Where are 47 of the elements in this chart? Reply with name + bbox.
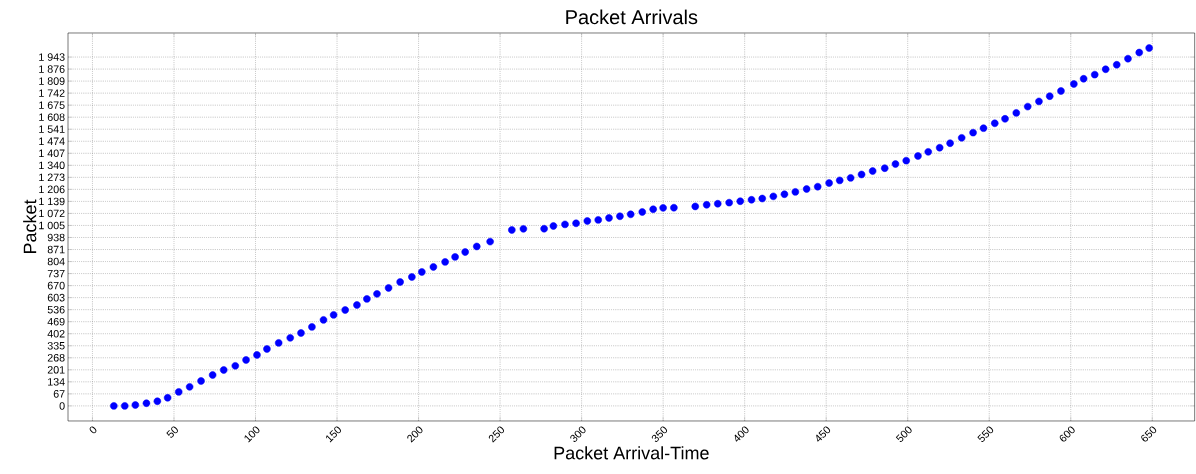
y-tick-label: 402 bbox=[47, 329, 65, 338]
y-tick-label: 1 340 bbox=[39, 161, 65, 170]
y-tick-label: 1 407 bbox=[39, 149, 65, 158]
y-tick-label: 670 bbox=[47, 281, 65, 290]
y-axis-title: Packet bbox=[23, 199, 37, 254]
y-tick-label: 268 bbox=[47, 354, 65, 362]
y-tick-label: 67 bbox=[53, 390, 65, 398]
y-tick-label: 536 bbox=[47, 305, 65, 314]
x-tick-label: 600 bbox=[1059, 426, 1075, 442]
x-tick-label: 350 bbox=[651, 426, 668, 442]
y-tick-label: 1 675 bbox=[39, 101, 65, 109]
x-axis-title: Packet Arrival-Time bbox=[554, 446, 709, 460]
y-tick-label: 335 bbox=[47, 341, 65, 350]
x-tick-label: 400 bbox=[734, 426, 749, 442]
y-tick-label: 134 bbox=[48, 378, 65, 386]
x-tick-label: 50 bbox=[166, 426, 178, 438]
y-tick-label: 1 072 bbox=[39, 209, 65, 218]
y-tick-label: 1 206 bbox=[39, 185, 65, 194]
y-tick-label: 804 bbox=[47, 257, 65, 266]
y-tick-label: 1 005 bbox=[39, 221, 65, 230]
x-tick-label: 250 bbox=[488, 426, 505, 443]
y-tick-label: 1 876 bbox=[39, 65, 65, 73]
y-tick-label: 1 809 bbox=[39, 77, 65, 85]
y-tick-label: 1 608 bbox=[39, 113, 65, 121]
x-tick-label: 0 bbox=[89, 426, 97, 434]
y-tick-label: 938 bbox=[47, 233, 65, 242]
y-tick-label: 469 bbox=[47, 317, 65, 326]
x-tick-label: 150 bbox=[326, 426, 341, 443]
chart-title: Packet Arrivals bbox=[566, 9, 698, 25]
y-tick-label: 1 273 bbox=[39, 173, 65, 182]
y-tick-label: 1 541 bbox=[39, 125, 65, 133]
y-tick-label: 737 bbox=[47, 269, 65, 278]
y-tick-label: 603 bbox=[47, 293, 65, 302]
x-tick-label: 300 bbox=[570, 426, 586, 442]
x-tick-label: 500 bbox=[895, 426, 912, 442]
x-tick-label: 100 bbox=[244, 426, 260, 443]
y-tick-label: 1 742 bbox=[39, 89, 65, 97]
y-tick-label: 0 bbox=[59, 402, 65, 410]
x-tick-label: 200 bbox=[407, 426, 423, 443]
x-tick-label: 650 bbox=[1141, 426, 1157, 442]
y-tick-label: 1 139 bbox=[39, 197, 65, 206]
y-tick-label: 871 bbox=[47, 245, 65, 254]
x-tick-label: 550 bbox=[977, 426, 994, 442]
y-tick-label: 1 943 bbox=[39, 53, 65, 61]
y-tick-label: 201 bbox=[47, 366, 65, 374]
y-tick-label: 1 474 bbox=[39, 137, 65, 145]
x-tick-label: 450 bbox=[816, 426, 831, 442]
